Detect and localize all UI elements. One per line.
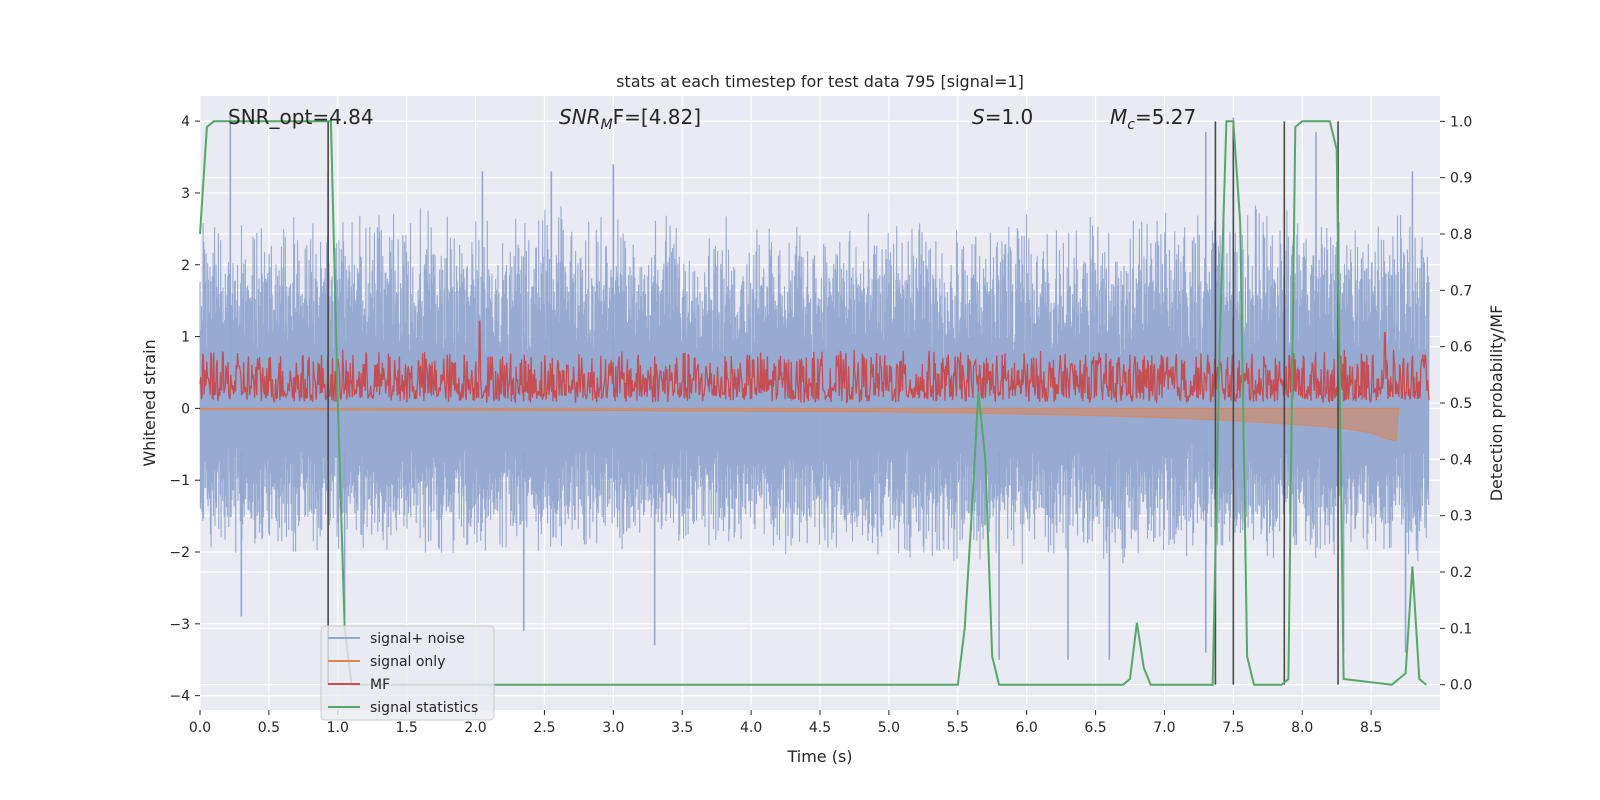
snr-opt-annotation: SNR_opt=4.84 (228, 105, 374, 129)
signal-statistics-trace (199, 120, 1427, 686)
y2-tick-label-4: 0.6 (1450, 340, 1472, 356)
signal-statistics-series (199, 120, 1427, 686)
y2-tick-label-6: 0.4 (1450, 452, 1472, 468)
x-tick-label-13: 6.5 (1084, 720, 1106, 736)
snr-mf-annotation: SNRMF=[4.82] (559, 105, 701, 133)
x-tick-label-7: 3.5 (671, 720, 693, 736)
y2-axis-ticks: 1.0 0.9 0.8 0.7 0.6 0.5 0.4 0.3 0.2 0.1 0.0 (1440, 114, 1472, 694)
y-tick-label-1: 3 (181, 186, 190, 202)
y2-axis-label: Detection probability/MF (1487, 305, 1506, 502)
signal-noise-trace (199, 205, 1430, 565)
legend-label-signal-statistics: signal statistics (370, 700, 478, 716)
y-tick-label-0: 4 (181, 114, 190, 130)
mf-trace (199, 320, 1430, 404)
y-tick-label-2: 2 (181, 258, 190, 274)
x-tick-label-1: 0.5 (258, 720, 280, 736)
x-axis-ticks: 0.0 0.5 1.0 1.5 2.0 2.5 3.0 3.5 4.0 4.5 5.0 5.5 6.0 6… (189, 710, 1382, 736)
legend-box (320, 625, 495, 721)
y2-tick-label-3: 0.7 (1450, 283, 1472, 299)
x-tick-label-16: 8.0 (1291, 720, 1313, 736)
y-tick-label-8: −4 (169, 689, 190, 705)
y2-tick-label-5: 0.5 (1450, 396, 1472, 412)
x-tick-label-3: 1.5 (396, 720, 418, 736)
y2-tick-label-0: 1.0 (1450, 114, 1472, 130)
y2-tick-label-10: 0.0 (1450, 678, 1472, 694)
x-tick-label-8: 4.0 (740, 720, 762, 736)
y-tick-label-4: 0 (181, 401, 190, 417)
snr-mf-rest: F=[4.82] (613, 105, 701, 129)
x-tick-label-17: 8.5 (1360, 720, 1382, 736)
y-axis-ticks: 4 3 2 1 0 −1 −2 −3 −4 (169, 114, 200, 705)
s-rest: =1.0 (985, 105, 1034, 129)
mc-rest: =5.27 (1135, 105, 1196, 129)
s-base: S (972, 105, 985, 129)
mc-sub: c (1127, 117, 1135, 133)
x-tick-label-6: 3.0 (602, 720, 624, 736)
x-tick-label-14: 7.0 (1153, 720, 1175, 736)
x-tick-label-0: 0.0 (189, 720, 211, 736)
x-tick-label-4: 2.0 (464, 720, 486, 736)
x-tick-label-15: 7.5 (1222, 720, 1244, 736)
y-tick-label-5: −1 (169, 473, 190, 489)
y2-tick-label-2: 0.8 (1450, 227, 1472, 243)
snr-mf-base: SNR (559, 105, 601, 129)
y2-tick-label-1: 0.9 (1450, 171, 1472, 187)
x-tick-label-2: 1.0 (327, 720, 349, 736)
mc-annotation: Mc=5.27 (1110, 105, 1196, 133)
signal-noise-series (199, 113, 1430, 660)
x-tick-label-9: 4.5 (809, 720, 831, 736)
mf-series (199, 320, 1430, 404)
s-annotation: S=1.0 (972, 105, 1033, 129)
y2-tick-label-8: 0.2 (1450, 565, 1472, 581)
x-tick-label-12: 6.0 (1016, 720, 1038, 736)
chart-title: stats at each timestep for test data 795… (616, 72, 1024, 91)
y-tick-label-3: 1 (181, 330, 190, 346)
legend-label-signal-noise: signal+ noise (370, 631, 465, 647)
x-tick-label-11: 5.5 (947, 720, 969, 736)
x-tick-label-5: 2.5 (533, 720, 555, 736)
x-tick-label-10: 5.0 (878, 720, 900, 736)
legend-label-signal-only: signal only (370, 654, 445, 670)
y2-tick-label-7: 0.3 (1450, 509, 1472, 525)
legend: signal+ noise signal only MF signal stat… (320, 625, 495, 721)
x-axis-label: Time (s) (786, 747, 852, 766)
y-tick-label-6: −2 (169, 545, 190, 561)
y-tick-label-7: −3 (169, 617, 190, 633)
legend-label-mf: MF (370, 677, 390, 693)
mc-base: M (1110, 105, 1127, 129)
y2-tick-label-9: 0.1 (1450, 621, 1472, 637)
y-axis-label: Whitened strain (140, 339, 159, 466)
snr-mf-sub: M (601, 117, 613, 133)
